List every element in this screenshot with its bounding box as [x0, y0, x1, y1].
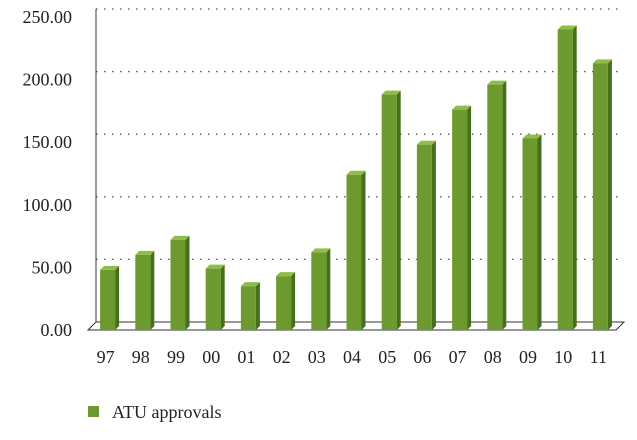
legend-label: ATU approvals	[112, 402, 221, 422]
x-tick-label: 02	[273, 347, 291, 367]
bar-front	[522, 138, 538, 330]
x-tick-label: 03	[308, 347, 326, 367]
bar-top	[311, 248, 331, 253]
legend-swatch	[88, 406, 99, 417]
bar-front	[452, 109, 468, 330]
bar-side	[361, 170, 366, 330]
bar	[311, 248, 331, 330]
bar-side	[431, 140, 436, 330]
bar-front	[240, 286, 256, 330]
bar-side	[326, 248, 331, 330]
bar-top	[240, 282, 260, 287]
bar	[205, 264, 225, 330]
y-tick-label: 200.00	[23, 70, 73, 90]
bar	[381, 90, 401, 331]
bar-side	[255, 282, 260, 330]
bar	[346, 170, 366, 330]
bar-side	[467, 105, 472, 330]
bar-top	[276, 272, 296, 277]
y-tick-label: 150.00	[23, 132, 73, 152]
bar-front	[381, 94, 397, 331]
x-tick-label: 09	[519, 347, 537, 367]
x-tick-label: 04	[343, 347, 361, 367]
bar	[276, 272, 296, 330]
bar-front	[135, 254, 151, 330]
bar-top	[522, 134, 542, 139]
x-tick-label: 06	[413, 347, 431, 367]
bar-front	[592, 63, 608, 330]
bar-top	[346, 170, 366, 175]
bar-top	[381, 90, 401, 95]
y-tick-label: 50.00	[32, 257, 73, 277]
bar-top	[100, 265, 120, 270]
x-tick-label: 99	[167, 347, 185, 367]
bar-side	[115, 265, 120, 330]
x-tick-label: 10	[554, 347, 572, 367]
bar	[135, 250, 155, 330]
bar-side	[185, 235, 190, 330]
bar-front	[276, 276, 292, 330]
x-tick-label: 98	[132, 347, 150, 367]
bar-top	[487, 80, 507, 85]
bar-front	[311, 252, 327, 330]
y-tick-label: 250.00	[23, 7, 73, 27]
x-tick-label: 05	[378, 347, 396, 367]
bar	[170, 235, 190, 330]
x-tick-label: 00	[202, 347, 220, 367]
x-axis-tick-labels: 97 98 99 00 01 02 03 04 05 06 07 08 09 10 11	[97, 347, 607, 367]
bar-top	[416, 140, 436, 145]
bar-front	[346, 174, 362, 330]
bar	[240, 282, 260, 330]
bar-front	[205, 268, 221, 330]
y-axis-tick-labels: 0.00 50.00 100.00 150.00 200.00 250.00	[23, 7, 73, 340]
x-tick-label: 11	[590, 347, 607, 367]
bar-top	[135, 250, 155, 255]
bar-top	[170, 235, 190, 240]
bar-front	[100, 269, 116, 330]
bar-side	[572, 25, 577, 331]
bar	[592, 59, 612, 330]
bar	[416, 140, 436, 330]
legend: ATU approvals	[88, 402, 221, 422]
bar-front	[170, 239, 186, 330]
bar	[452, 105, 472, 330]
bar	[487, 80, 507, 330]
bar	[100, 265, 120, 330]
bar-front	[487, 84, 503, 330]
bar-side	[607, 59, 612, 330]
x-tick-label: 08	[484, 347, 502, 367]
bar	[557, 25, 577, 331]
bar-top	[557, 25, 577, 30]
bar-front	[416, 144, 432, 330]
bars	[100, 25, 612, 331]
bar-top	[452, 105, 472, 110]
bar-top	[205, 264, 225, 269]
bar-side	[220, 264, 225, 330]
x-tick-label: 07	[449, 347, 467, 367]
bar-front	[557, 29, 573, 331]
bar-side	[396, 90, 401, 331]
bar-side	[502, 80, 507, 330]
x-tick-label: 01	[237, 347, 255, 367]
y-tick-label: 100.00	[23, 195, 73, 215]
bar-side	[150, 250, 155, 330]
x-tick-label: 97	[97, 347, 115, 367]
y-tick-label: 0.00	[41, 320, 73, 340]
bar-side	[291, 272, 296, 330]
bar-side	[537, 134, 542, 330]
bar	[522, 134, 542, 330]
bar-top	[592, 59, 612, 64]
